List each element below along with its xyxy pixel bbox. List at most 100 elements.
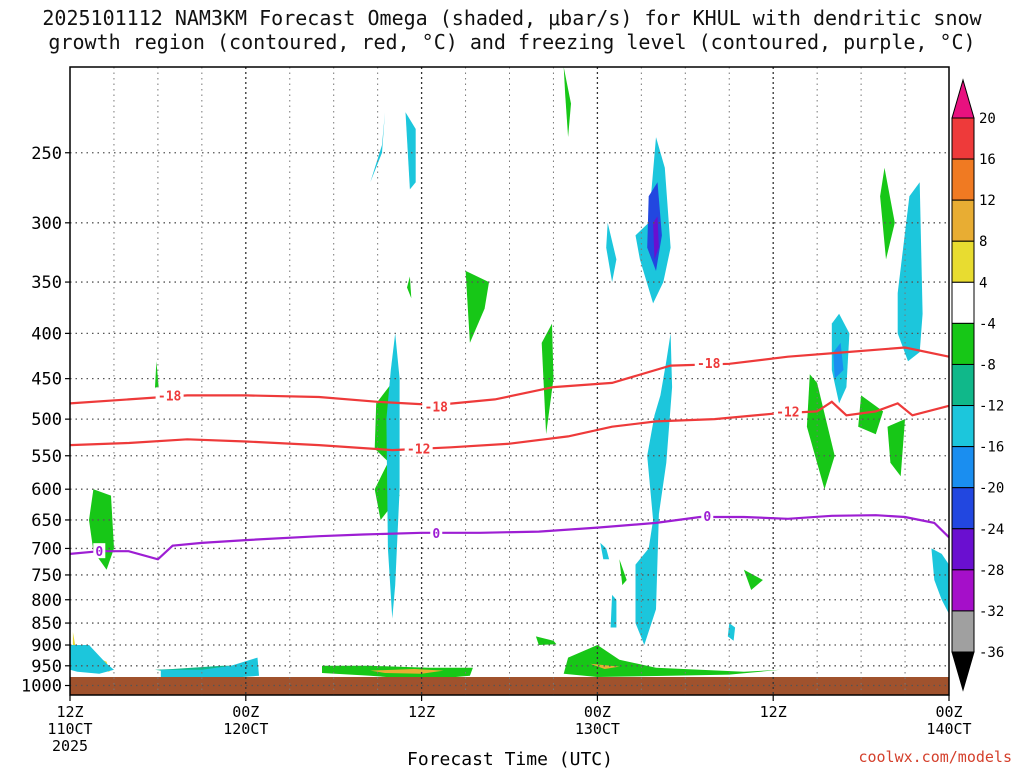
colorbar-label: -16 bbox=[979, 440, 1004, 456]
y-tick-label: 450 bbox=[31, 370, 62, 390]
title-line-2: growth region (contoured, red, °C) and f… bbox=[48, 30, 976, 54]
x-tick-label: 110CT bbox=[47, 720, 92, 738]
omega-shading bbox=[70, 67, 949, 682]
x-axis-label: Forecast Time (UTC) bbox=[407, 749, 613, 768]
isotherm-label-bg bbox=[694, 354, 723, 370]
isotherm-line-2 bbox=[69, 514, 950, 561]
omega-region-15 bbox=[619, 559, 627, 586]
colorbar-segment bbox=[951, 158, 975, 201]
y-tick-label: 800 bbox=[31, 591, 62, 611]
colorbar-label: 20 bbox=[979, 111, 996, 127]
x-tick-label: 00Z bbox=[935, 703, 962, 721]
colorbar-label: -36 bbox=[979, 645, 1004, 661]
chart-title: 2025101112 NAM3KM Forecast Omega (shaded… bbox=[0, 6, 1024, 54]
x-tick-label: 00Z bbox=[584, 703, 611, 721]
colorbar-label: 4 bbox=[979, 275, 987, 291]
omega-region-26 bbox=[600, 542, 610, 560]
colorbar-top-arrow bbox=[951, 78, 975, 119]
isotherm-label: 0 bbox=[95, 545, 103, 560]
isotherm-label-bg bbox=[422, 398, 451, 414]
colorbar-label: -20 bbox=[979, 481, 1004, 497]
y-tick-label: 300 bbox=[31, 214, 62, 234]
omega-region-19 bbox=[887, 419, 905, 477]
omega-region-37 bbox=[160, 657, 259, 682]
isotherm-label: 0 bbox=[432, 527, 440, 542]
omega-region-31 bbox=[727, 623, 736, 641]
isotherm-label-bg bbox=[404, 440, 433, 456]
colorbar-segment bbox=[951, 281, 975, 324]
omega-region-4 bbox=[563, 645, 781, 677]
isotherm-label: 0 bbox=[703, 510, 711, 525]
omega-region-11 bbox=[465, 270, 489, 343]
y-axis-ticks: 2503003504004505005506006507007508008509… bbox=[21, 144, 70, 697]
colorbar-label: -12 bbox=[979, 399, 1004, 415]
y-tick-label: 750 bbox=[31, 566, 62, 586]
omega-region-16 bbox=[743, 569, 763, 590]
omega-region-20 bbox=[880, 167, 895, 260]
x-tick-label: 130CT bbox=[575, 720, 620, 738]
colorbar-segment bbox=[951, 610, 975, 653]
colorbar-segment bbox=[951, 528, 975, 571]
omega-region-27 bbox=[610, 594, 617, 628]
omega-region-17 bbox=[806, 374, 835, 490]
omega-region-34 bbox=[897, 182, 923, 362]
isotherm-label-bg bbox=[93, 543, 106, 559]
colorbar-label: -4 bbox=[979, 316, 996, 332]
colorbar-label: -28 bbox=[979, 563, 1004, 579]
colorbar-bottom-arrow bbox=[951, 651, 975, 692]
isotherm-label: -12 bbox=[407, 443, 430, 458]
omega-region-30 bbox=[653, 216, 659, 260]
colorbar-segment bbox=[951, 117, 975, 160]
omega-region-9 bbox=[374, 462, 400, 520]
omega-region-25 bbox=[606, 222, 617, 283]
y-tick-label: 950 bbox=[31, 657, 62, 677]
isotherm-label-bg bbox=[773, 403, 802, 419]
colorbar-segment bbox=[951, 240, 975, 283]
isotherm-contours: -18 -18 -18 -12 -12 0 0 0 bbox=[69, 346, 950, 561]
y-tick-label: 550 bbox=[31, 447, 62, 467]
y-tick-label: 650 bbox=[31, 511, 62, 531]
y-tick-label: 600 bbox=[31, 480, 62, 500]
plot-frame bbox=[69, 66, 950, 696]
colorbar-segment bbox=[951, 405, 975, 448]
y-tick-label: 250 bbox=[31, 144, 62, 164]
colorbar-label: -32 bbox=[979, 604, 1004, 620]
omega-region-36 bbox=[70, 645, 114, 674]
isotherm-label-bg bbox=[701, 507, 714, 523]
x-tick-label: 2025 bbox=[52, 737, 88, 755]
colorbar-label: 8 bbox=[979, 234, 987, 250]
isotherm-line-1 bbox=[69, 400, 950, 452]
credit-text: coolwx.com/models bbox=[858, 748, 1012, 766]
y-tick-label: 350 bbox=[31, 273, 62, 293]
x-tick-label: 12Z bbox=[760, 703, 787, 721]
x-tick-label: 12Z bbox=[408, 703, 435, 721]
grid-lines bbox=[70, 67, 949, 695]
omega-region-22 bbox=[370, 112, 385, 183]
colorbar-label: -8 bbox=[979, 357, 996, 373]
y-tick-label: 1000 bbox=[21, 677, 62, 697]
isotherm-label-bg bbox=[155, 387, 184, 403]
y-tick-label: 400 bbox=[31, 324, 62, 344]
colorbar-segment bbox=[951, 487, 975, 530]
colorbar-segment bbox=[951, 322, 975, 365]
x-tick-label: 12Z bbox=[56, 703, 83, 721]
colorbar-segment bbox=[951, 446, 975, 489]
isotherm-label-bg bbox=[430, 524, 443, 540]
omega-region-14 bbox=[407, 276, 412, 299]
x-tick-label: 00Z bbox=[232, 703, 259, 721]
isotherm-label: -18 bbox=[158, 389, 182, 404]
y-tick-label: 900 bbox=[31, 636, 62, 656]
colorbar-segment bbox=[951, 199, 975, 242]
omega-region-12 bbox=[541, 323, 554, 435]
x-tick-label: 140CT bbox=[926, 720, 971, 738]
colorbar: 20 16 12 8 4 -4 -8 -12 -16 -20 -24 -28 -32 -36 bbox=[951, 78, 1004, 692]
omega-region-3 bbox=[370, 669, 444, 674]
ground-strip bbox=[70, 677, 949, 695]
colorbar-label: 16 bbox=[979, 152, 996, 168]
isotherm-label: -18 bbox=[425, 401, 449, 416]
colorbar-segment bbox=[951, 363, 975, 407]
omega-region-21 bbox=[386, 333, 400, 619]
y-tick-label: 700 bbox=[31, 539, 62, 559]
isotherm-label: -18 bbox=[697, 357, 721, 372]
